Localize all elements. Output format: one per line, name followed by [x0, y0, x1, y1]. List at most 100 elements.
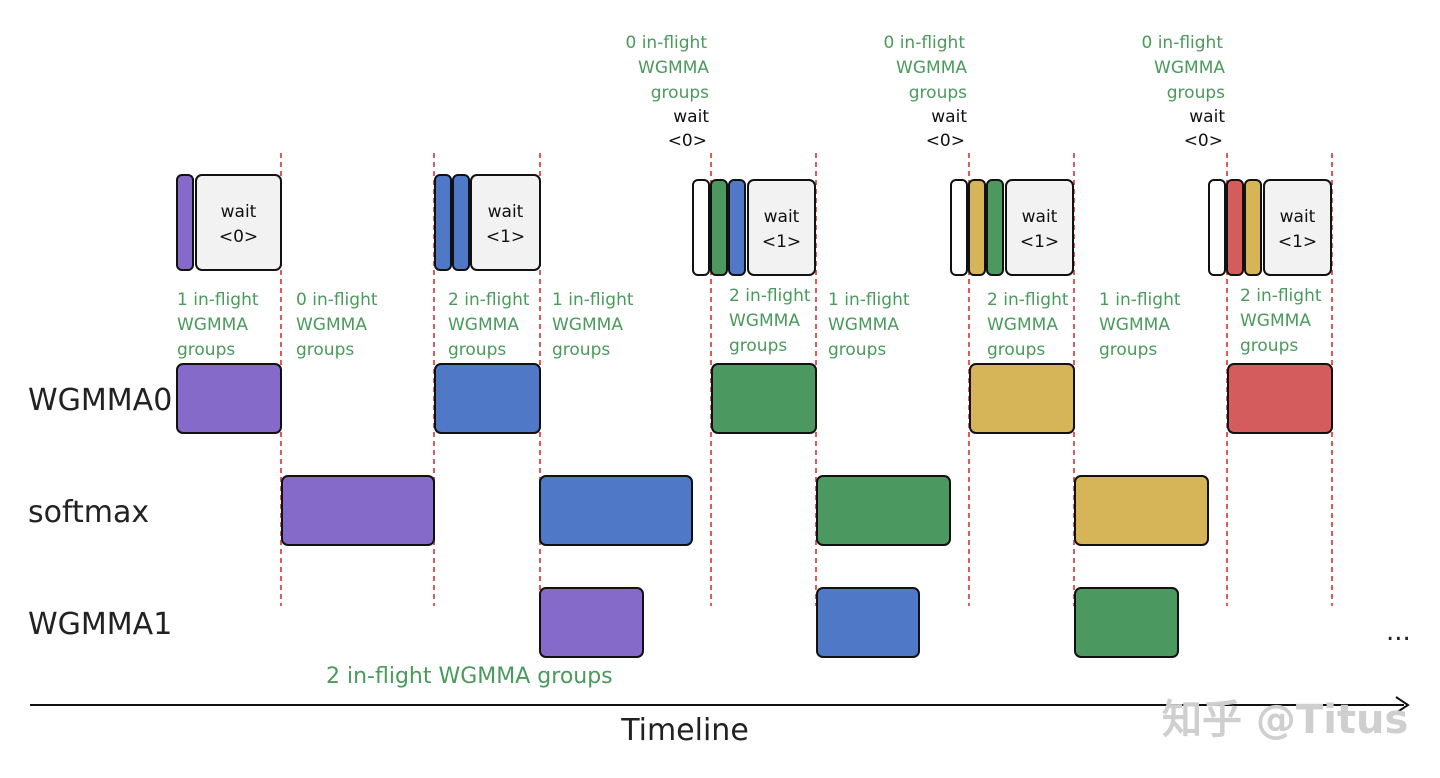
- inflight-unit: WGMMA: [1099, 315, 1170, 335]
- wait-count: <1>: [762, 232, 801, 252]
- queue-slot: [1208, 179, 1226, 276]
- wgmma-queue: wait <1>: [434, 174, 541, 271]
- row-label-wgmma0: WGMMA0: [28, 383, 172, 418]
- wgmma-queue: wait <1>: [950, 179, 1074, 276]
- inflight-groups: groups: [987, 340, 1045, 360]
- inflight-unit: WGMMA: [1240, 311, 1311, 331]
- wgmma0-block: [176, 363, 282, 434]
- wait-box: [470, 174, 541, 271]
- top-inflight-count: 0 in-flight: [625, 33, 707, 53]
- inflight-groups: groups: [296, 340, 354, 360]
- queue-slot: [986, 179, 1004, 276]
- wgmma0-block: [1227, 363, 1333, 434]
- inflight-unit: WGMMA: [177, 315, 248, 335]
- wait-count: <1>: [1278, 232, 1317, 252]
- top-inflight-unit: WGMMA: [638, 58, 709, 78]
- wait-count: <1>: [1020, 232, 1059, 252]
- top-annotation: 0 in-flight WGMMA groups wait <0>: [883, 33, 967, 151]
- queue-slot: [434, 174, 452, 271]
- inflight-label: 1 in-flight WGMMA groups: [828, 290, 910, 360]
- timeline-label: Timeline: [620, 713, 749, 748]
- inflight-groups: groups: [1099, 340, 1157, 360]
- queue-slot: [950, 179, 968, 276]
- wait-box: [1263, 179, 1332, 276]
- inflight-count: 2 in-flight: [987, 290, 1069, 310]
- inflight-unit: WGMMA: [448, 315, 519, 335]
- wgmma1-block: [1074, 587, 1179, 658]
- top-inflight-count: 0 in-flight: [883, 33, 965, 53]
- inflight-groups: groups: [828, 340, 886, 360]
- wgmma1-block: [816, 587, 920, 658]
- row-label-wgmma1: WGMMA1: [28, 607, 172, 642]
- wgmma-queue: wait <0>: [176, 174, 282, 271]
- top-inflight-unit: WGMMA: [1154, 58, 1225, 78]
- top-inflight-unit: WGMMA: [896, 58, 967, 78]
- row-label-softmax: softmax: [28, 495, 149, 530]
- inflight-unit: WGMMA: [552, 315, 623, 335]
- top-inflight-groups: groups: [909, 83, 967, 103]
- inflight-count: 2 in-flight: [448, 290, 530, 310]
- continuation-ellipsis: ...: [1386, 617, 1411, 647]
- wgmma0-block: [969, 363, 1075, 434]
- top-wait-count: <0>: [926, 131, 965, 151]
- inflight-label: 1 in-flight WGMMA groups: [552, 290, 634, 360]
- inflight-count: 2 in-flight: [729, 286, 811, 306]
- wait-box: [195, 174, 282, 271]
- inflight-unit: WGMMA: [729, 311, 800, 331]
- inflight-label: 1 in-flight WGMMA groups: [177, 290, 259, 360]
- inflight-label: 2 in-flight WGMMA groups: [1240, 286, 1322, 356]
- wgmma0-block: [434, 363, 541, 434]
- inflight-groups: groups: [177, 340, 235, 360]
- top-inflight-groups: groups: [1167, 83, 1225, 103]
- inflight-unit: WGMMA: [296, 315, 367, 335]
- wait-label: wait: [221, 202, 257, 222]
- inflight-count: 0 in-flight: [296, 290, 378, 310]
- queue-slot: [1226, 179, 1244, 276]
- queue-slot: [710, 179, 728, 276]
- wgmma1-block: [539, 587, 644, 658]
- wait-label: wait: [764, 207, 800, 227]
- queue-slot: [728, 179, 746, 276]
- queue-slot: [692, 179, 710, 276]
- inflight-count: 1 in-flight: [552, 290, 634, 310]
- queue-slot: [1244, 179, 1262, 276]
- wait-box: [747, 179, 816, 276]
- inflight-label: 2 in-flight WGMMA groups: [729, 286, 811, 356]
- wgmma-queue: wait <1>: [1208, 179, 1332, 276]
- top-wait-count: <0>: [668, 131, 707, 151]
- inflight-groups: groups: [729, 336, 787, 356]
- inflight-annotations: 1 in-flight WGMMA groups 0 in-flight WGMMA gr…: [177, 286, 1322, 360]
- queue-slot: [176, 174, 194, 271]
- wait-count: <0>: [219, 227, 258, 247]
- top-inflight-count: 0 in-flight: [1141, 33, 1223, 53]
- inflight-groups: groups: [552, 340, 610, 360]
- wgmma0-block: [711, 363, 817, 434]
- inflight-label: 2 in-flight WGMMA groups: [448, 290, 530, 360]
- wait-label: wait: [1022, 207, 1058, 227]
- inflight-groups: groups: [448, 340, 506, 360]
- inflight-unit: WGMMA: [987, 315, 1058, 335]
- top-inflight-groups: groups: [651, 83, 709, 103]
- top-wait-label: wait: [673, 107, 709, 127]
- timeline-arrow-icon: [1395, 696, 1410, 714]
- queue-slot: [452, 174, 470, 271]
- inflight-count: 2 in-flight: [1240, 286, 1322, 306]
- watermark: 知乎 @Titus: [1162, 697, 1408, 743]
- top-annotation: 0 in-flight WGMMA groups wait <0>: [625, 33, 709, 151]
- wgmma-queue: wait <1>: [692, 179, 816, 276]
- wait-label: wait: [488, 202, 524, 222]
- wgmma-queues: wait <0> wait <1> wait <1> wait <1> wait <1>: [176, 174, 1332, 276]
- inflight-count: 1 in-flight: [1099, 290, 1181, 310]
- top-wait-label: wait: [1189, 107, 1225, 127]
- inflight-groups: groups: [1240, 336, 1298, 356]
- softmax-block: [816, 475, 951, 546]
- inflight-label: 0 in-flight WGMMA groups: [296, 290, 378, 360]
- top-annotation: 0 in-flight WGMMA groups wait <0>: [1141, 33, 1225, 151]
- top-wait-label: wait: [931, 107, 967, 127]
- inflight-unit: WGMMA: [828, 315, 899, 335]
- wait-label: wait: [1280, 207, 1316, 227]
- softmax-block: [539, 475, 693, 546]
- inflight-label: 1 in-flight WGMMA groups: [1099, 290, 1181, 360]
- inflight-label: 2 in-flight WGMMA groups: [987, 290, 1069, 360]
